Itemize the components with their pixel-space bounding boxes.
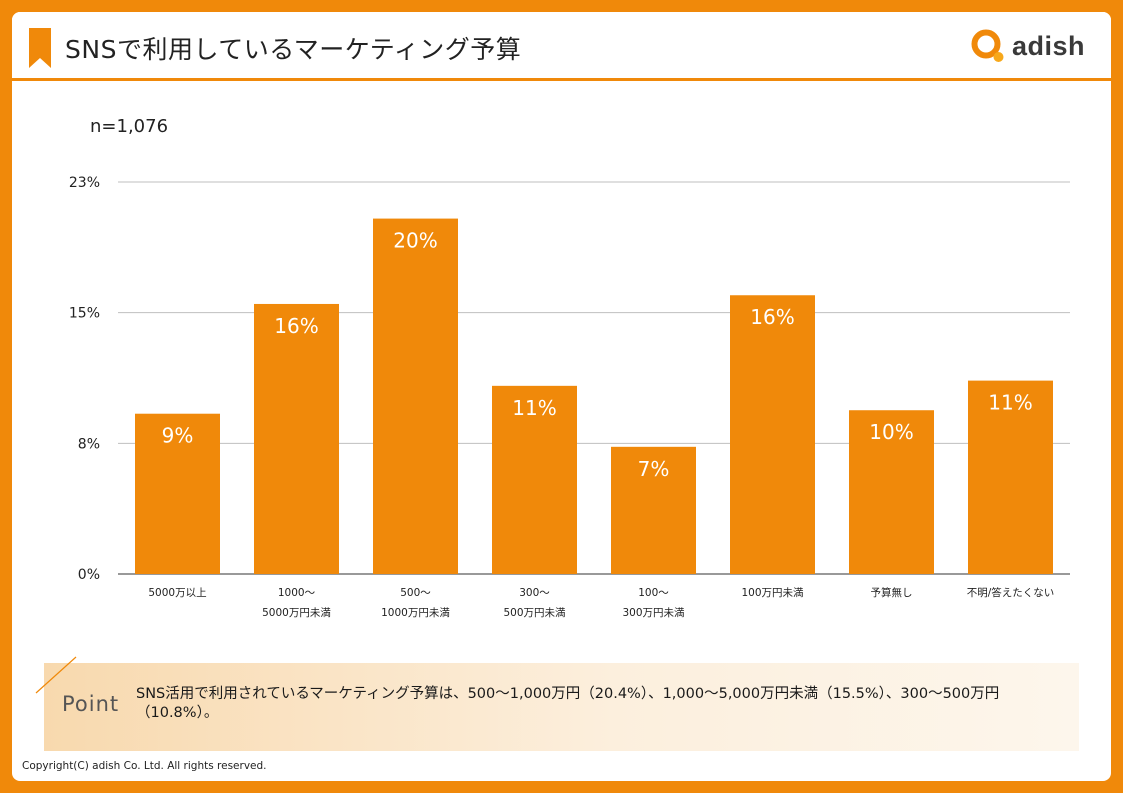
- point-text: SNS活用で利用されているマーケティング予算は、500～1,000万円（20.4…: [136, 686, 1000, 721]
- x-tick-label: 予算無し: [871, 586, 913, 599]
- bar: [373, 218, 458, 574]
- bar: [492, 385, 577, 574]
- x-tick-label: 100万円未満: [741, 587, 804, 599]
- x-tick-label: 不明/答えたくない: [967, 586, 1055, 599]
- x-tick-label: 500～: [400, 587, 431, 599]
- y-tick-label: 15%: [69, 306, 100, 322]
- bar-value-label: 10%: [869, 420, 913, 444]
- slide-card: SNSで利用しているマーケティング予算 adish n=1,076 0% 8% 15…: [12, 12, 1111, 781]
- sample-size: n=1,076: [90, 116, 169, 137]
- bar-chart: 0% 8% 15% 23% 9% 5000万以上 16% 1000～ 5000万円未満 20% 50…: [69, 175, 1070, 619]
- bar-value-label: 11%: [988, 391, 1032, 415]
- adish-logo-icon: [971, 29, 1004, 62]
- x-tick-label: 5000万以上: [148, 587, 206, 599]
- point-box: [44, 663, 1079, 751]
- page-title: SNSで利用しているマーケティング予算: [65, 35, 522, 64]
- bar-value-label: 20%: [393, 229, 437, 253]
- x-tick-label: 100～: [638, 587, 669, 599]
- x-tick-label: 300～: [519, 587, 550, 599]
- x-tick-label: 1000～: [278, 587, 316, 599]
- x-tick-label: 300万円未満: [622, 607, 685, 619]
- x-tick-label: 5000万円未満: [262, 607, 331, 619]
- bar: [135, 413, 220, 574]
- bar-value-label: 7%: [638, 457, 670, 481]
- point-label: Point: [62, 692, 120, 716]
- logo-text: adish: [1011, 30, 1085, 61]
- copyright: Copyright(C) adish Co. Ltd. All rights r…: [22, 760, 267, 772]
- y-tick-label: 8%: [78, 436, 100, 452]
- bar: [968, 380, 1053, 574]
- bar: [254, 303, 339, 574]
- y-tick-label: 23%: [69, 175, 100, 191]
- bar: [730, 295, 815, 574]
- slide-header: SNSで利用しているマーケティング予算 adish: [12, 12, 1111, 81]
- bar-value-label: 16%: [274, 314, 318, 338]
- bar-value-label: 16%: [750, 305, 794, 329]
- x-tick-label: 500万円未満: [503, 607, 566, 619]
- bar: [849, 410, 934, 574]
- point-accent-line: [35, 656, 77, 694]
- x-tick-label: 1000万円未満: [381, 607, 450, 619]
- bar-value-label: 9%: [162, 424, 194, 448]
- bookmark-icon: [29, 28, 51, 68]
- bar: [611, 446, 696, 574]
- bar-value-label: 11%: [512, 396, 556, 420]
- y-tick-label: 0%: [78, 567, 100, 583]
- logo: adish: [970, 28, 1085, 64]
